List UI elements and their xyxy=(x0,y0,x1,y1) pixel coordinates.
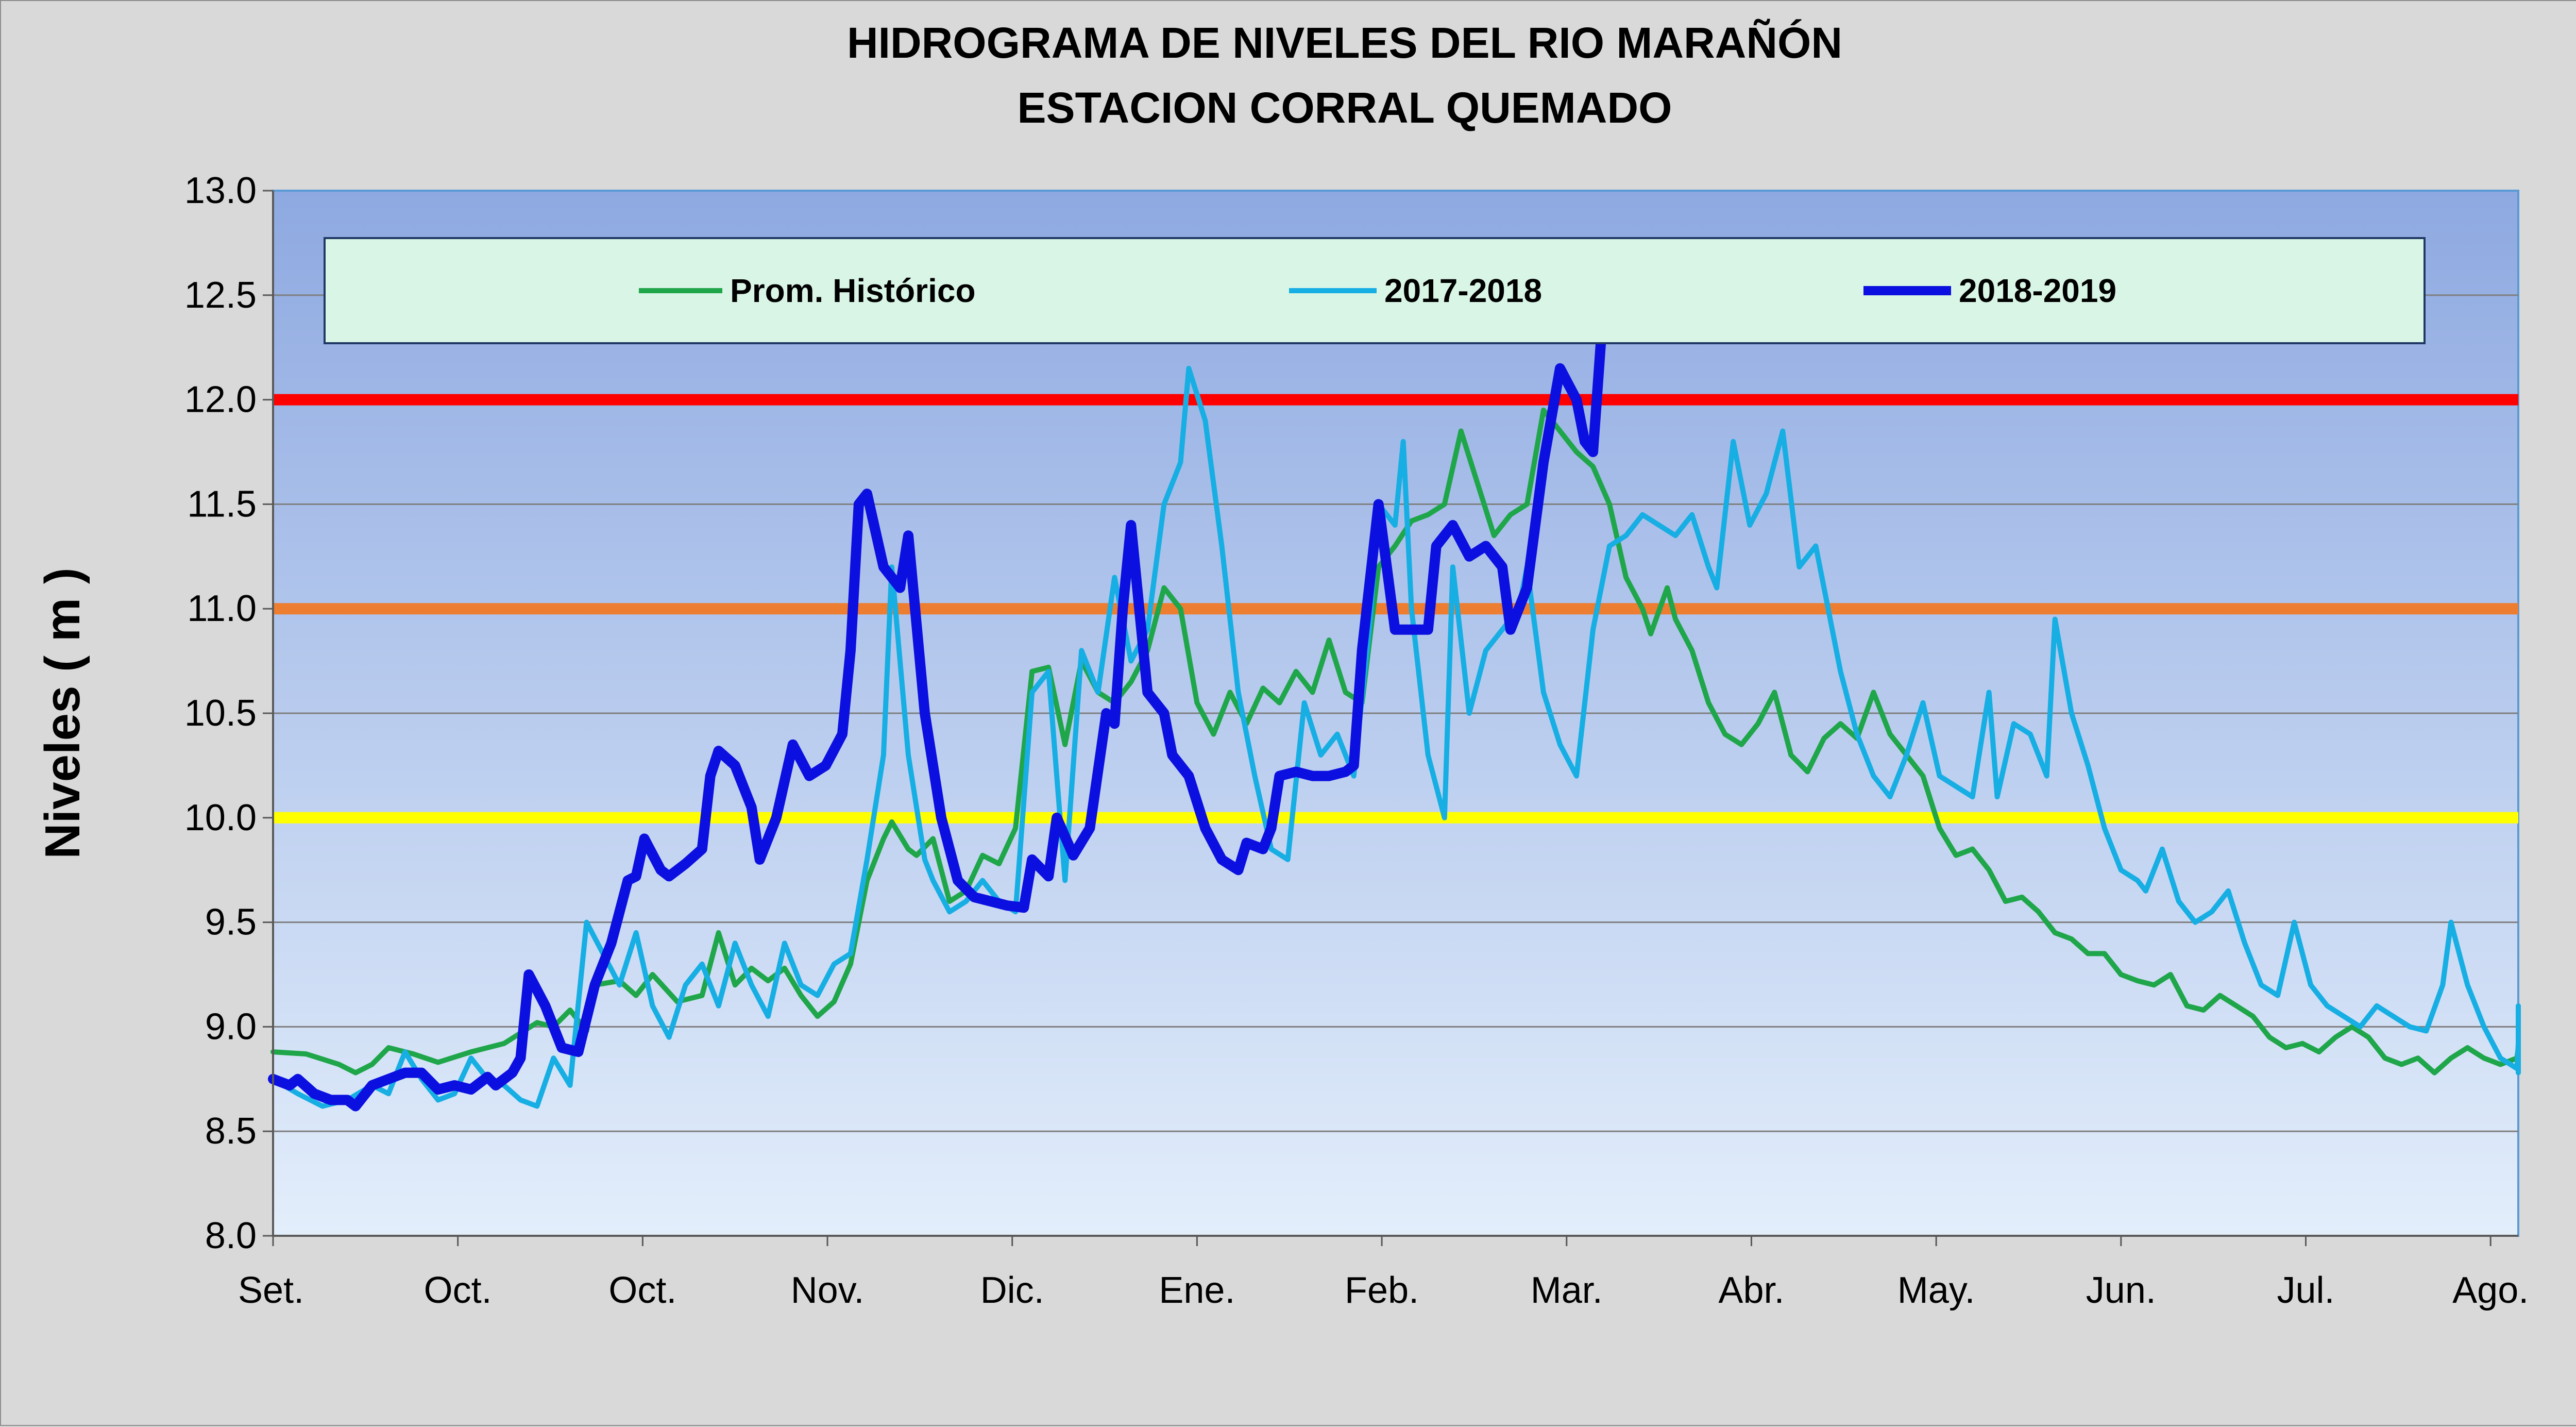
y-tick-label: 9.0 xyxy=(205,1006,257,1047)
y-tick-label: 10.5 xyxy=(184,693,257,734)
x-tick-label: Abr. xyxy=(1718,1270,1784,1311)
legend-label-2017-2018: 2017-2018 xyxy=(1384,272,1542,309)
y-tick-label: 12.0 xyxy=(184,379,257,421)
y-tick-label: 8.5 xyxy=(205,1111,257,1152)
x-tick-label: Oct. xyxy=(608,1270,676,1311)
legend-label-prom-historico: Prom. Histórico xyxy=(730,272,976,309)
y-tick-label: 11.0 xyxy=(187,588,257,629)
legend: Prom. Histórico 2017-2018 2018-2019 xyxy=(324,237,2426,344)
x-tick-label: Set. xyxy=(238,1270,304,1311)
y-tick-label: 12.5 xyxy=(184,275,257,316)
x-tick-label: Jul. xyxy=(2277,1270,2334,1311)
y-tick-label: 9.5 xyxy=(205,902,257,943)
y-tick-label: 13.0 xyxy=(184,170,257,211)
x-tick-label: Oct. xyxy=(424,1270,492,1311)
x-tick-label: Ago. xyxy=(2452,1270,2529,1311)
y-tick-label: 8.0 xyxy=(205,1215,257,1256)
x-tick-label: Ene. xyxy=(1159,1270,1235,1311)
chart-subtitle: ESTACION CORRAL QUEMADO xyxy=(1018,83,1672,132)
x-tick-label: Mar. xyxy=(1531,1270,1603,1311)
series-line-2018-2019 xyxy=(268,248,1615,1112)
x-tick-label: Nov. xyxy=(791,1270,865,1311)
chart-title: HIDROGRAMA DE NIVELES DEL RIO MARAÑÓN xyxy=(847,19,1842,67)
series-line-prom-hist-rico xyxy=(270,407,2521,1076)
legend-label-2018-2019: 2018-2019 xyxy=(1959,272,2116,309)
x-tick-label: Jun. xyxy=(2086,1270,2156,1311)
series-lines xyxy=(268,248,2521,1112)
axes: 8.0 8.5 9.0 9.5 10.0 10.5 11.0 11.5 12.0 12.5 13.0… xyxy=(184,170,2529,1311)
x-tick-label: Dic. xyxy=(980,1270,1044,1311)
y-tick-label: 11.5 xyxy=(187,483,257,525)
x-tick-label: May. xyxy=(1897,1270,1975,1311)
y-tick-label: 10.0 xyxy=(184,797,257,838)
x-tick-label: Feb. xyxy=(1345,1270,1419,1311)
series-line-2017-2018 xyxy=(270,365,2521,1109)
y-axis-label: Niveles ( m ) xyxy=(35,567,90,859)
